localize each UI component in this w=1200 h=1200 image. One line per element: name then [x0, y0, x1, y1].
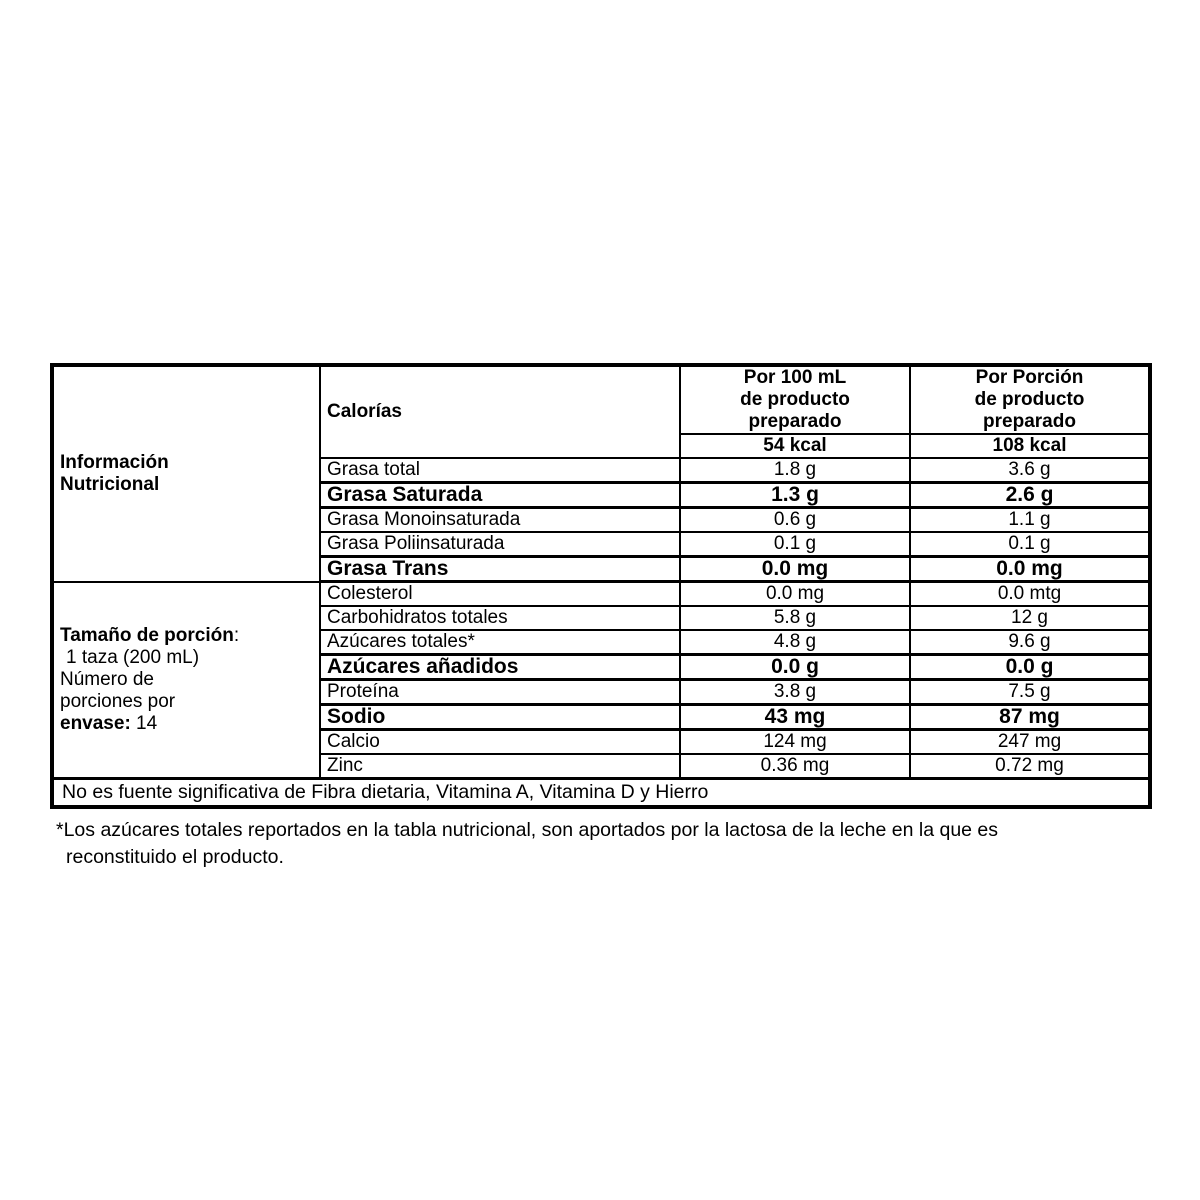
value-per-100ml: 4.8 g	[679, 629, 911, 656]
kcal-per-serving: 108 kcal	[909, 433, 1151, 459]
row-label: Grasa Saturada	[319, 481, 681, 509]
table-row-header: Información Nutricional Calorías Por 100…	[51, 364, 1151, 583]
value-per-serving: 2.6 g	[909, 481, 1151, 509]
row-label: Azúcares totales*	[319, 629, 681, 656]
value-per-100ml: 43 mg	[679, 703, 911, 731]
row-label: Grasa Poliinsaturada	[319, 531, 681, 558]
servings-per-container-line1: Número de	[60, 668, 154, 690]
table-row: Grasa Trans 0.0 mg 0.0 mg	[52, 555, 1151, 583]
row-label: Grasa total	[319, 457, 681, 484]
table-row: Proteína 3.8 g 7.5 g	[52, 678, 1151, 706]
value-per-100ml: 5.8 g	[679, 605, 911, 631]
value-per-100ml: 0.6 g	[679, 506, 911, 533]
value-per-serving: 12 g	[909, 605, 1151, 631]
footnote-line: reconstituido el producto.	[66, 846, 284, 868]
value-per-100ml: 1.8 g	[679, 457, 911, 484]
kcal-per-100ml: 54 kcal	[679, 433, 911, 459]
table-row: Sodio 43 mg 87 mg	[52, 703, 1151, 731]
value-per-serving: 0.1 g	[909, 531, 1151, 558]
row-label: Proteína	[319, 678, 681, 706]
value-per-100ml: 0.36 mg	[679, 753, 911, 780]
table-row: Tamaño de porción: 1 taza (200 mL) Númer…	[51, 580, 1151, 780]
value-per-serving: 87 mg	[909, 703, 1151, 731]
table-row: Grasa Poliinsaturada 0.1 g 0.1 g	[52, 531, 1151, 558]
value-per-100ml: 0.1 g	[679, 531, 911, 558]
row-label: Azúcares añadidos	[319, 653, 681, 681]
row-label: Grasa Trans	[319, 555, 681, 583]
table-row: Grasa Saturada 1.3 g 2.6 g	[52, 481, 1151, 509]
serving-info: Tamaño de porción: 1 taza (200 mL) Númer…	[51, 580, 321, 780]
value-per-serving: 0.0 mg	[909, 555, 1151, 583]
serving-size-value: 1 taza (200 mL)	[66, 646, 200, 668]
info-title: Información Nutricional	[51, 364, 321, 583]
value-per-100ml: 124 mg	[679, 728, 911, 755]
column-header-per-serving: Por Porción de producto preparado	[909, 364, 1151, 435]
column-header-per-100ml: Por 100 mL de producto preparado	[679, 364, 911, 435]
servings-per-container-line2: porciones por	[60, 690, 176, 712]
value-per-serving: 9.6 g	[909, 629, 1151, 656]
row-label: Calcio	[319, 728, 681, 755]
table-row: Grasa Monoinsaturada 0.6 g 1.1 g	[52, 506, 1151, 533]
row-label: Zinc	[319, 753, 681, 780]
value-per-100ml: 0.0 mg	[679, 580, 911, 607]
value-per-100ml: 1.3 g	[679, 481, 911, 509]
row-label: Carbohidratos totales	[319, 605, 681, 631]
nutrition-table: Información Nutricional Calorías Por 100…	[50, 363, 1152, 809]
footnote-line: *Los azúcares totales reportados en la t…	[56, 819, 999, 841]
row-label: Sodio	[319, 703, 681, 731]
row-label: Colesterol	[319, 580, 681, 607]
servings-per-container-line3: envase: 14	[60, 712, 158, 734]
value-per-100ml: 0.0 g	[679, 653, 911, 681]
table-row: Carbohidratos totales 5.8 g 12 g	[52, 605, 1151, 631]
footnote: *Los azúcares totales reportados en la t…	[56, 817, 1116, 871]
value-per-serving: 7.5 g	[909, 678, 1151, 706]
value-per-serving: 3.6 g	[909, 457, 1151, 484]
value-per-100ml: 0.0 mg	[679, 555, 911, 583]
value-per-serving: 1.1 g	[909, 506, 1151, 533]
value-per-serving: 0.0 g	[909, 653, 1151, 681]
value-per-100ml: 3.8 g	[679, 678, 911, 706]
not-significant-note: No es fuente significativa de Fibra diet…	[51, 777, 1151, 808]
value-per-serving: 0.72 mg	[909, 753, 1151, 780]
serving-size-label: Tamaño de porción:	[60, 624, 240, 646]
value-per-serving: 247 mg	[909, 728, 1151, 755]
table-row-kcal: 54 kcal 108 kcal	[52, 433, 1151, 459]
value-per-serving: 0.0 mtg	[909, 580, 1151, 607]
table-row: Azúcares añadidos 0.0 g 0.0 g	[52, 653, 1151, 681]
calories-label: Calorías	[319, 364, 681, 459]
row-label: Grasa Monoinsaturada	[319, 506, 681, 533]
table-row-not-significant: No es fuente significativa de Fibra diet…	[51, 777, 1151, 808]
